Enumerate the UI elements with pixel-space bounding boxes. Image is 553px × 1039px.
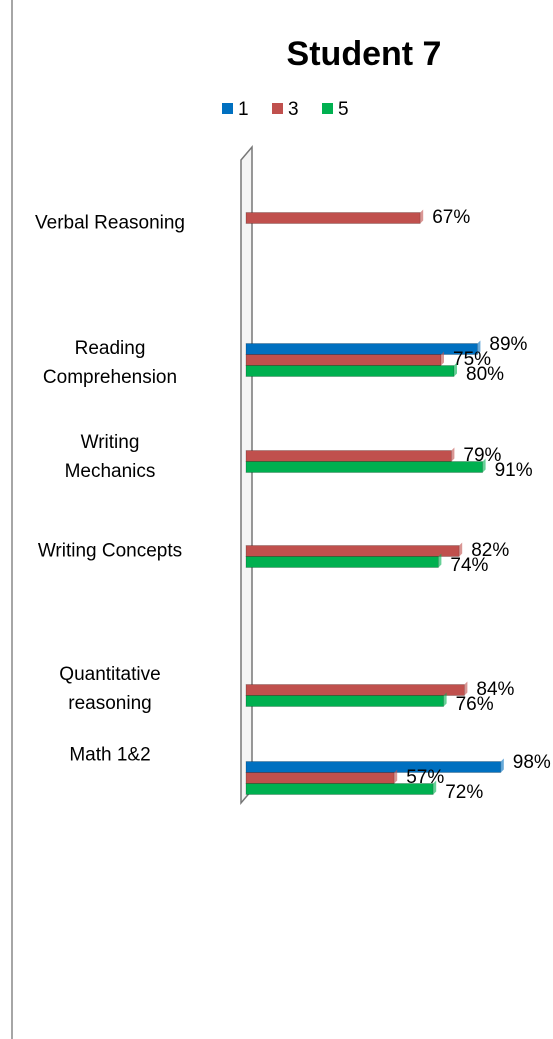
- bar-side: [394, 769, 398, 784]
- bar-side: [459, 542, 463, 557]
- legend-swatch: [272, 103, 283, 114]
- legend-label: 5: [338, 99, 349, 120]
- bar-side: [454, 362, 457, 377]
- category-label: Reading Comprehension: [42, 338, 178, 388]
- category-label: Writing Concepts: [37, 540, 183, 562]
- value-label: 79%: [463, 445, 501, 466]
- bar: [245, 450, 452, 462]
- bar: [245, 684, 465, 696]
- legend-swatch: [222, 103, 233, 114]
- bar-side: [433, 780, 437, 795]
- category-label: Math 1&2: [69, 744, 151, 766]
- bar-side: [420, 209, 424, 224]
- legend-label: 3: [288, 99, 299, 120]
- bar: [245, 354, 442, 366]
- bar: [245, 556, 439, 568]
- value-label: 98%: [513, 752, 551, 773]
- bar-side: [464, 681, 468, 696]
- bar-side: [482, 458, 486, 473]
- category-label: Verbal Reasoning: [35, 212, 185, 234]
- value-label: 91%: [495, 460, 533, 481]
- bar: [245, 761, 502, 773]
- bar-side: [443, 692, 447, 707]
- legend-swatch: [322, 103, 333, 114]
- bar: [245, 772, 395, 784]
- bar: [245, 461, 484, 473]
- bar-side: [477, 340, 481, 355]
- bar: [245, 365, 455, 377]
- value-label: 82%: [471, 540, 509, 561]
- chart-title: Student 7: [287, 35, 442, 73]
- value-label: 75%: [453, 349, 491, 370]
- value-label: 67%: [432, 207, 470, 228]
- value-label: 76%: [456, 694, 494, 715]
- bar-side: [441, 351, 444, 366]
- bar: [245, 783, 434, 795]
- bar: [245, 545, 460, 557]
- bar-side: [451, 447, 455, 462]
- value-label: 74%: [450, 555, 488, 576]
- legend: 1 3 5: [222, 99, 349, 120]
- bar: [245, 212, 421, 224]
- value-label: 80%: [466, 364, 504, 385]
- bar-side: [438, 553, 442, 568]
- legend-label: 1: [238, 99, 249, 120]
- category-label: Quantitative reasoning: [59, 664, 161, 714]
- bar-side: [500, 758, 504, 773]
- value-label: 72%: [445, 782, 483, 803]
- bar: [245, 695, 445, 707]
- value-label: 89%: [489, 334, 527, 355]
- category-label: Writing Mechanics: [64, 432, 156, 482]
- value-label: 84%: [476, 679, 514, 700]
